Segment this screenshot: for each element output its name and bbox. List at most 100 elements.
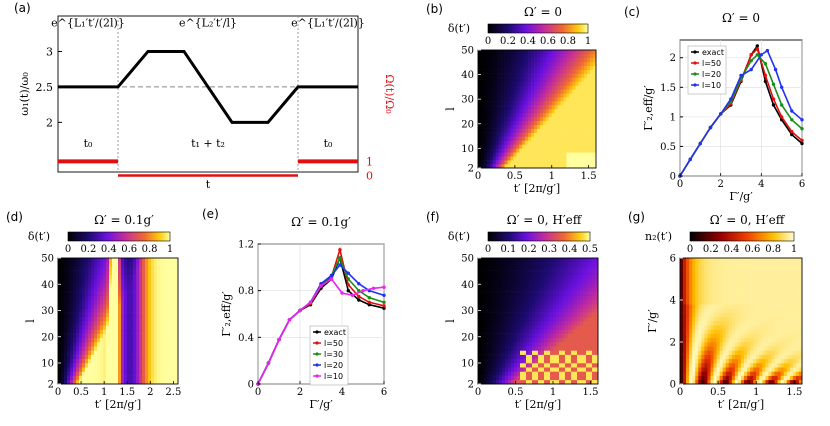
heatmap-cell — [529, 342, 532, 347]
x-tick-label: 0.5 — [507, 171, 523, 182]
heatmap-cell — [169, 334, 172, 339]
heatmap-cell — [762, 313, 765, 318]
heatmap-cell — [510, 133, 513, 137]
heatmap-cell — [735, 346, 738, 351]
heatmap-cell — [549, 117, 552, 121]
heatmap-cell — [112, 300, 115, 305]
heatmap-cell — [707, 317, 710, 322]
chart-title: Ω′ = 0.1g′ — [291, 215, 351, 229]
heatmap-cell — [79, 300, 82, 305]
heatmap-cell — [145, 338, 148, 343]
heatmap-cell — [499, 283, 502, 288]
heatmap-cell — [561, 97, 564, 101]
heatmap-cell — [127, 292, 130, 297]
heatmap-cell — [775, 371, 778, 376]
x-tick-label: 6 — [381, 387, 387, 398]
heatmap-cell — [744, 359, 747, 364]
heatmap-cell — [88, 279, 91, 284]
heatmap-cell — [160, 355, 163, 360]
heatmap-cell — [704, 313, 707, 318]
heatmap-cell — [686, 296, 689, 301]
heatmap-cell — [695, 296, 698, 301]
heatmap-cell — [513, 97, 516, 101]
heatmap-cell — [552, 160, 555, 164]
heatmap-cell — [559, 313, 562, 318]
heatmap-cell — [571, 271, 574, 276]
heatmap-cell — [552, 121, 555, 125]
heatmap-cell — [493, 152, 496, 156]
heatmap-cell — [166, 275, 169, 280]
heatmap-cell — [76, 317, 79, 322]
heatmap-cell — [478, 156, 481, 160]
heatmap-cell — [529, 304, 532, 309]
heatmap-cell — [732, 317, 735, 322]
heatmap-cell — [732, 271, 735, 276]
heatmap-cell — [550, 296, 553, 301]
heatmap-cell — [520, 258, 523, 263]
heatmap-cell — [484, 58, 487, 62]
heatmap-cell — [532, 266, 535, 271]
heatmap-cell — [481, 66, 484, 70]
heatmap-cell — [142, 355, 145, 360]
heatmap-cell — [552, 93, 555, 97]
heatmap-cell — [772, 350, 775, 355]
heatmap-cell — [121, 346, 124, 351]
heatmap-cell — [686, 266, 689, 271]
heatmap-cell — [717, 338, 720, 343]
heatmap-cell — [580, 338, 583, 343]
legend-entry: l=50 — [324, 339, 343, 348]
heatmap-cell — [578, 93, 581, 97]
heatmap-cell — [750, 300, 753, 305]
heatmap-cell — [569, 101, 572, 105]
heatmap-cell — [559, 317, 562, 322]
heatmap-cell — [148, 334, 151, 339]
heatmap-cell — [592, 363, 595, 368]
heatmap-cell — [765, 296, 768, 301]
heatmap-cell — [765, 342, 768, 347]
data-point — [368, 296, 371, 299]
heatmap-cell — [493, 89, 496, 93]
heatmap-cell — [532, 292, 535, 297]
heatmap-cell — [94, 275, 97, 280]
heatmap-cell — [552, 140, 555, 144]
heatmap-cell — [508, 266, 511, 271]
heatmap-cell — [157, 367, 160, 372]
heatmap-cell — [544, 266, 547, 271]
heatmap-cell — [547, 287, 550, 292]
heatmap-cell — [508, 78, 511, 82]
heatmap-cell — [115, 275, 118, 280]
heatmap-cell — [590, 109, 593, 113]
heatmap-cell — [756, 275, 759, 280]
heatmap-cell — [581, 54, 584, 58]
heatmap-cell — [499, 58, 502, 62]
heatmap-cell — [67, 363, 70, 368]
heatmap-cell — [768, 275, 771, 280]
heatmap-cell — [514, 321, 517, 326]
heatmap-cell — [729, 287, 732, 292]
heatmap-cell — [564, 101, 567, 105]
heatmap-cell — [481, 117, 484, 121]
heatmap-cell — [172, 350, 175, 355]
heatmap-cell — [541, 350, 544, 355]
heatmap-cell — [481, 160, 484, 164]
heatmap-cell — [154, 266, 157, 271]
heatmap-cell — [490, 287, 493, 292]
heatmap-cell — [169, 355, 172, 360]
heatmap-cell — [768, 287, 771, 292]
heatmap-cell — [714, 300, 717, 305]
heatmap-cell — [698, 325, 701, 330]
heatmap-cell — [549, 148, 552, 152]
heatmap-cell — [732, 258, 735, 263]
heatmap-cell — [577, 329, 580, 334]
heatmap-cell — [148, 350, 151, 355]
heatmap-cell — [82, 296, 85, 301]
heatmap-cell — [590, 50, 593, 54]
heatmap-cell — [490, 371, 493, 376]
heatmap-cell — [586, 321, 589, 326]
heatmap-cell — [487, 334, 490, 339]
heatmap-cell — [76, 376, 79, 381]
heatmap-cell — [124, 363, 127, 368]
heatmap-cell — [567, 54, 570, 58]
heatmap-cell — [707, 287, 710, 292]
